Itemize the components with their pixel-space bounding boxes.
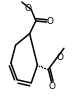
Text: O: O bbox=[47, 17, 54, 26]
Text: O: O bbox=[24, 4, 31, 13]
Text: O: O bbox=[49, 82, 56, 91]
Text: O: O bbox=[56, 53, 63, 62]
